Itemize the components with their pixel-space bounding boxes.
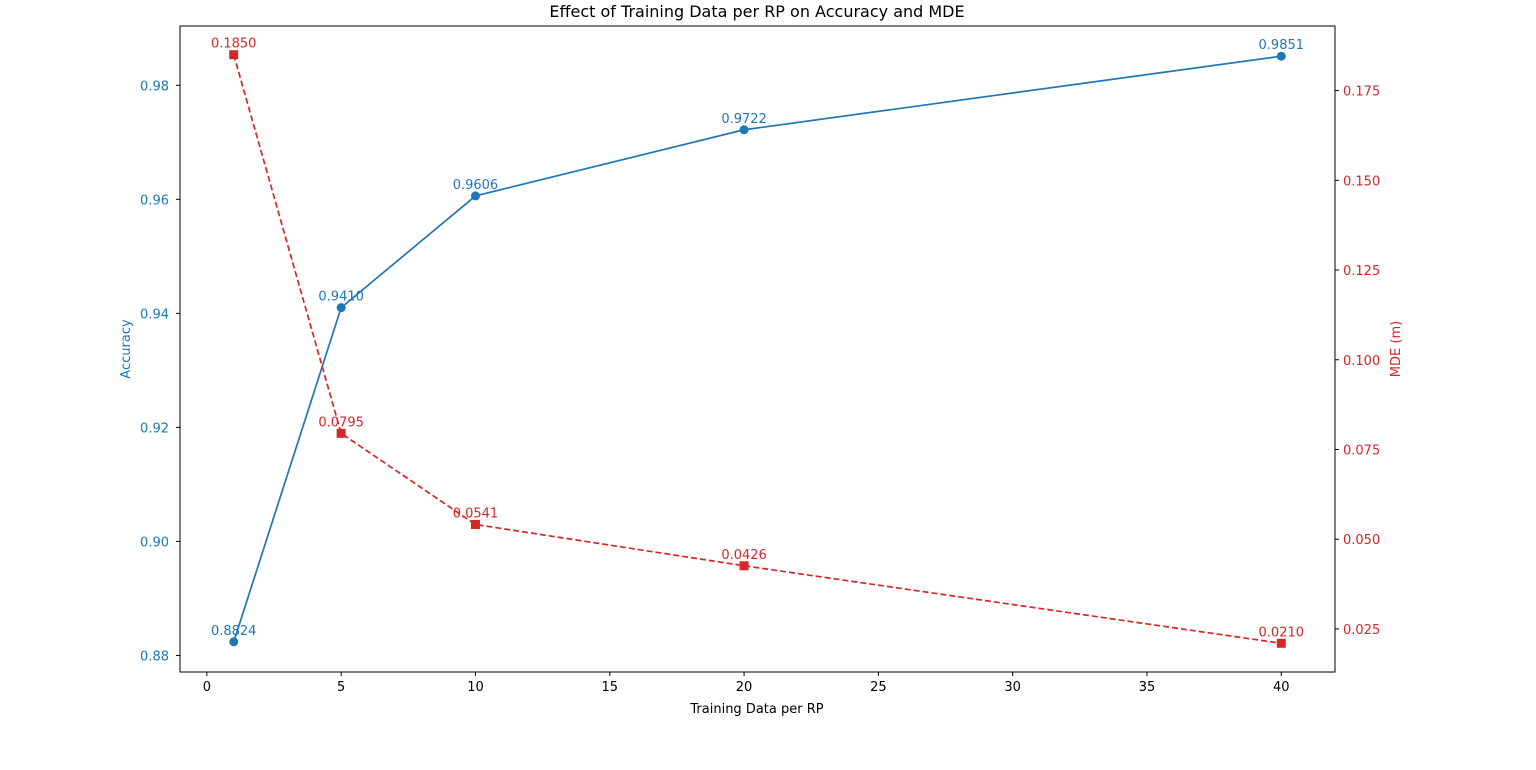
x-axis-label: Training Data per RP: [689, 702, 823, 717]
y-left-tick-label: 0.94: [140, 307, 169, 322]
y-left-tick-label: 0.88: [140, 649, 169, 664]
mde-point: [470, 519, 480, 529]
x-tick-label: 5: [337, 680, 345, 695]
y-right-tick-label: 0.150: [1343, 174, 1380, 189]
y-right-tick-label: 0.100: [1343, 354, 1380, 369]
mde-data-label: 0.1850: [211, 37, 257, 52]
x-axis: 0 5 10 15 20 25 30 35 40: [203, 672, 1290, 695]
accuracy-data-label: 0.9851: [1259, 38, 1305, 53]
y-right-tick-label: 0.075: [1343, 443, 1380, 458]
accuracy-data-label: 0.9722: [721, 112, 767, 127]
mde-series-line: [232, 54, 1282, 645]
accuracy-data-label: 0.8824: [211, 624, 257, 639]
mde-data-label: 0.0210: [1259, 625, 1305, 640]
accuracy-point: [470, 191, 480, 201]
x-tick-label: 20: [736, 680, 753, 695]
mde-point: [229, 50, 239, 60]
x-tick-label: 0: [203, 680, 211, 695]
y-left-tick-label: 0.98: [140, 79, 169, 94]
accuracy-data-label: 0.9606: [453, 178, 499, 193]
y-right-tick-label: 0.175: [1343, 85, 1380, 100]
mde-point: [739, 561, 749, 571]
y-axis-right: 0.025 0.050 0.075 0.100 0.125 0.150 0.175: [1335, 85, 1380, 638]
mde-data-label: 0.0541: [453, 506, 499, 521]
y-right-tick-label: 0.050: [1343, 533, 1380, 548]
chart-title: Effect of Training Data per RP on Accura…: [549, 2, 964, 21]
y-left-tick-label: 0.92: [140, 421, 169, 436]
accuracy-data-label: 0.9410: [318, 290, 364, 305]
accuracy-point: [1276, 51, 1286, 61]
x-tick-label: 10: [467, 680, 484, 695]
y-left-tick-label: 0.96: [140, 193, 169, 208]
y-axis-right-label: MDE (m): [1389, 321, 1404, 377]
accuracy-point: [229, 637, 239, 647]
mde-point: [336, 428, 346, 438]
x-tick-label: 40: [1273, 680, 1290, 695]
x-tick-label: 15: [601, 680, 618, 695]
mde-data-label: 0.0795: [318, 415, 364, 430]
x-tick-label: 25: [870, 680, 887, 695]
x-tick-label: 30: [1004, 680, 1021, 695]
y-right-tick-label: 0.025: [1343, 623, 1380, 638]
mde-data-label: 0.0426: [721, 548, 767, 563]
accuracy-point: [739, 125, 749, 135]
plot-frame: [179, 25, 1336, 673]
y-right-tick-label: 0.125: [1343, 264, 1380, 279]
accuracy-point: [336, 303, 346, 313]
mde-point: [1276, 638, 1286, 648]
y-axis-left: 0.88 0.90 0.92 0.94 0.96 0.98: [140, 79, 180, 664]
x-tick-label: 35: [1139, 680, 1156, 695]
y-axis-left-label: Accuracy: [119, 319, 134, 379]
series-layer: 0.8824 0.9410 0.9606 0.9722 0.9851 0.1850 0.07…: [211, 37, 1304, 648]
y-left-tick-label: 0.90: [140, 535, 169, 550]
